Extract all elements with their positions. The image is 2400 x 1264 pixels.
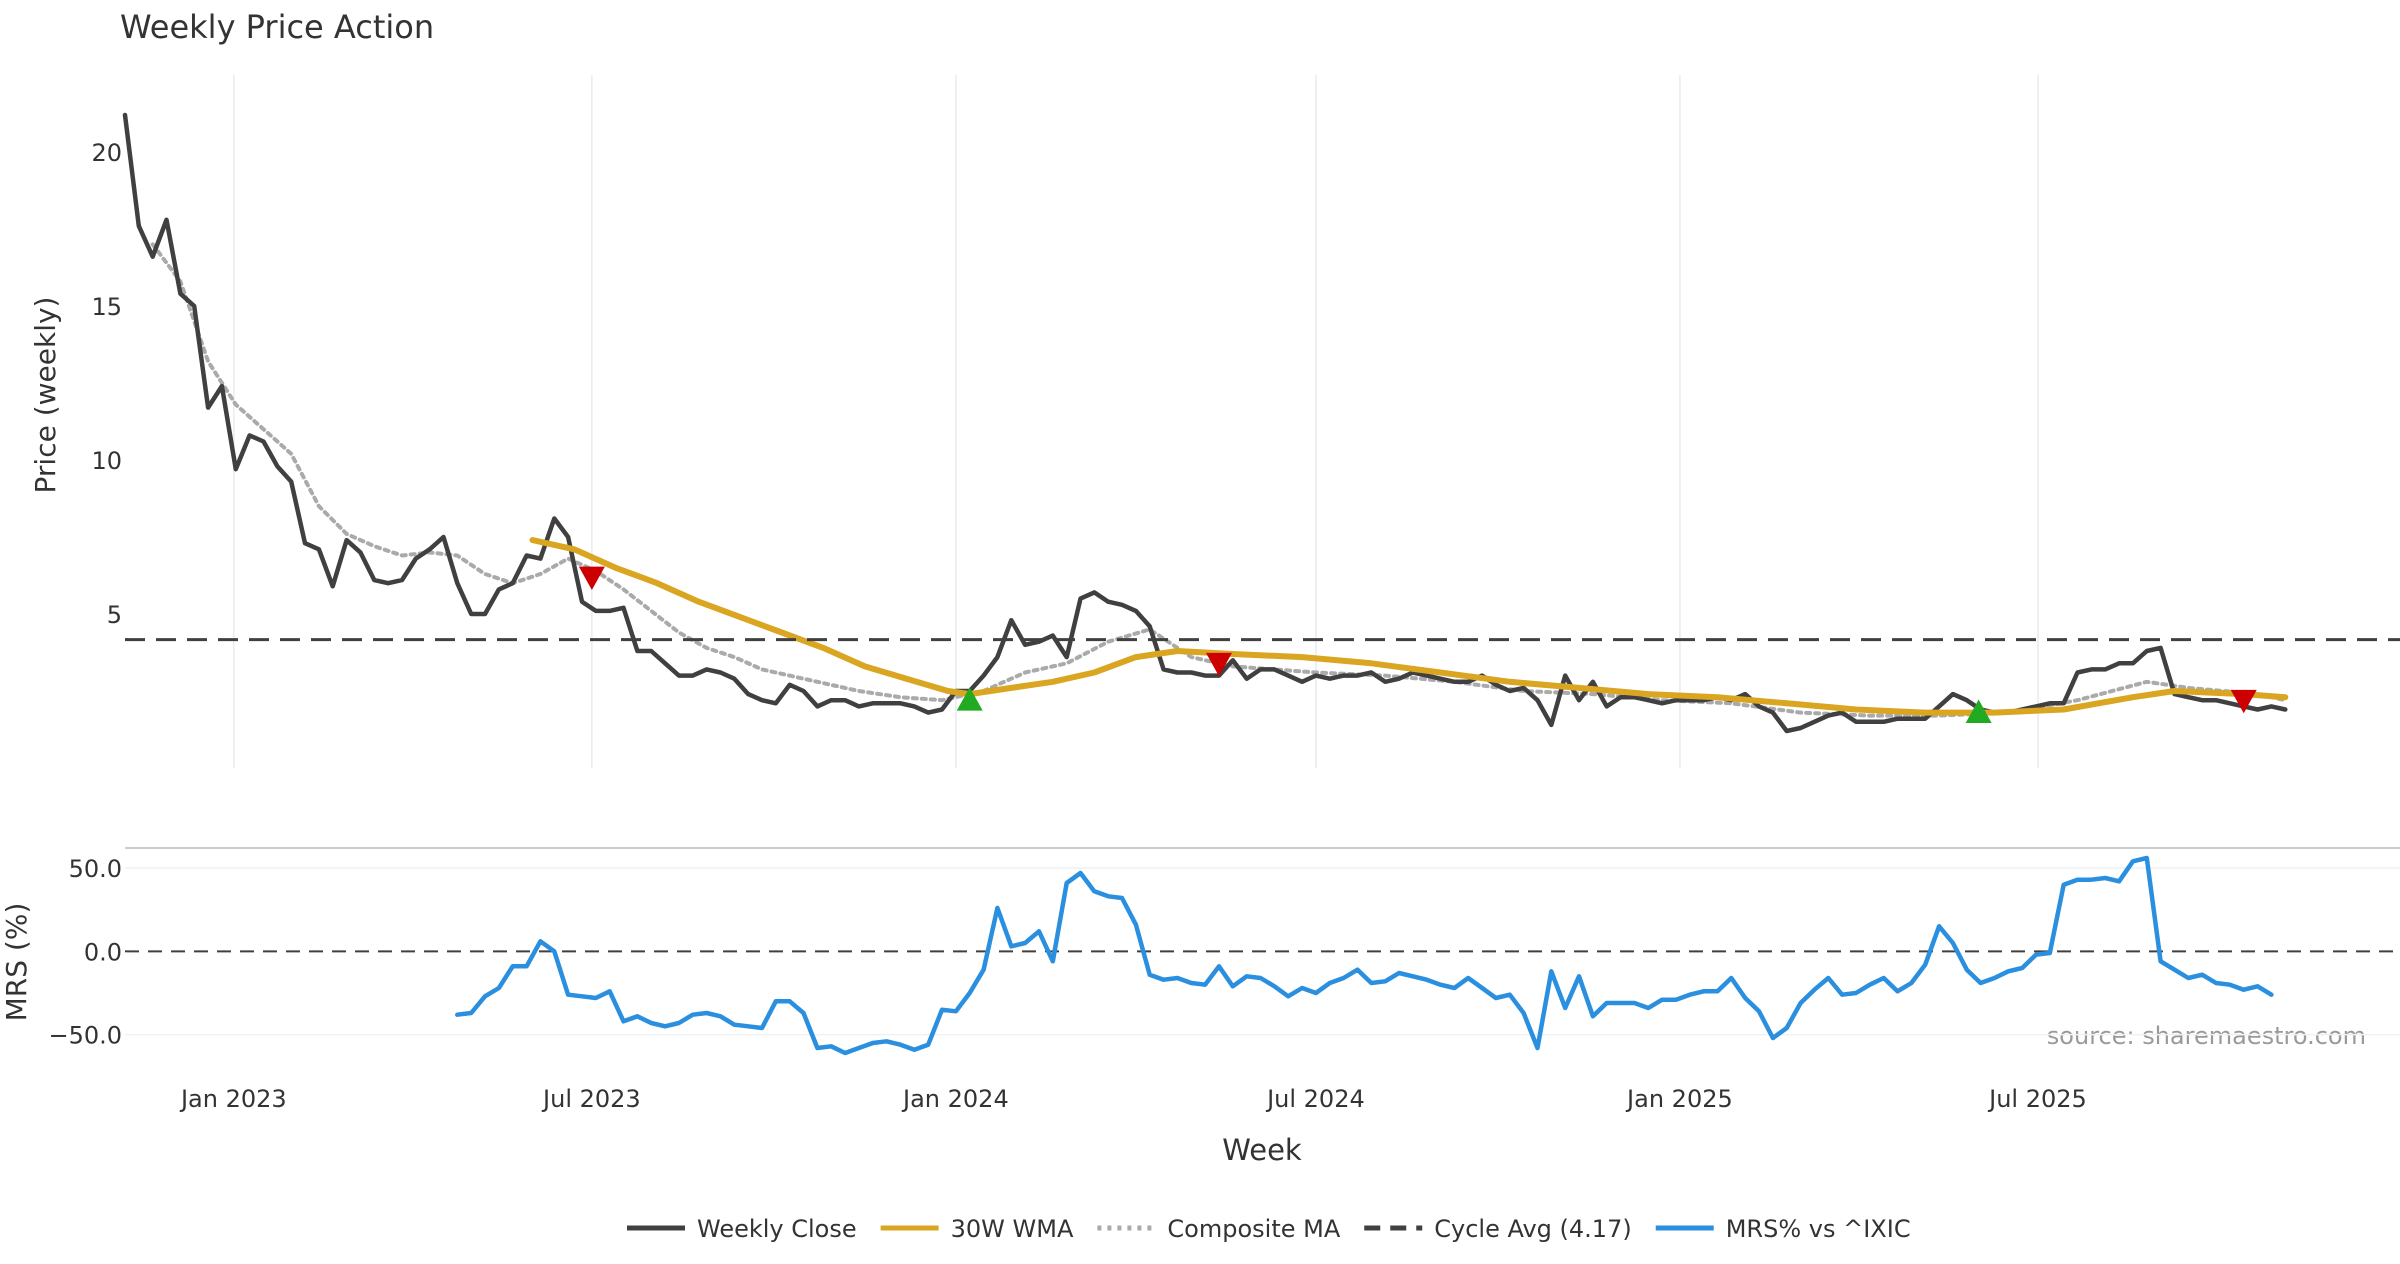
legend-label: 30W WMA bbox=[951, 1215, 1074, 1243]
mrs-tick-label: 50.0 bbox=[69, 855, 122, 883]
legend-label: Cycle Avg (4.17) bbox=[1434, 1215, 1631, 1243]
tick-layer: Jan 2023 Jul 2023 Jan 2024 Jul 2024 Jan 2025… bbox=[48, 139, 2086, 1113]
legend-label: Weekly Close bbox=[697, 1215, 857, 1243]
sell-signal-marker bbox=[1205, 652, 1232, 677]
legend-label: Composite MA bbox=[1167, 1215, 1340, 1243]
price-tick-label: 20 bbox=[91, 139, 122, 167]
mrs-axis-label: MRS (%) bbox=[0, 903, 33, 1022]
x-axis-label: Week bbox=[1222, 1133, 1302, 1167]
sell-signal-marker bbox=[578, 566, 605, 591]
x-tick-label: Jan 2024 bbox=[901, 1085, 1009, 1113]
source-annotation: source: sharemaestro.com bbox=[2047, 1022, 2366, 1050]
wma-30w-line bbox=[529, 537, 2289, 716]
grid-layer bbox=[125, 75, 2400, 1036]
sell-signal-marker bbox=[2230, 689, 2257, 714]
x-tick-label: Jul 2023 bbox=[541, 1085, 641, 1113]
x-tick-label: Jul 2025 bbox=[1987, 1085, 2087, 1113]
price-tick-label: 10 bbox=[91, 447, 122, 475]
x-tick-label: Jul 2024 bbox=[1265, 1085, 1365, 1113]
buy-signal-marker bbox=[956, 687, 983, 711]
x-tick-label: Jan 2023 bbox=[179, 1085, 287, 1113]
price-tick-label: 15 bbox=[91, 293, 122, 321]
legend: Weekly Close 30W WMA Composite MA Cycle Avg… bbox=[627, 1215, 1911, 1243]
mrs-line bbox=[455, 855, 2274, 1056]
series-layer bbox=[122, 112, 2400, 1056]
mrs-tick-label: −50.0 bbox=[48, 1022, 122, 1050]
price-tick-label: 5 bbox=[107, 601, 122, 629]
chart-title: Weekly Price Action bbox=[120, 8, 434, 46]
buy-signal-marker bbox=[1965, 699, 1992, 723]
legend-label: MRS% vs ^IXIC bbox=[1726, 1215, 1911, 1243]
composite-ma-line bbox=[150, 242, 2288, 718]
weekly-close-line bbox=[122, 112, 2288, 734]
mrs-tick-label: 0.0 bbox=[84, 938, 122, 966]
price-axis-label: Price (weekly) bbox=[29, 297, 62, 494]
x-tick-label: Jan 2025 bbox=[1625, 1085, 1733, 1113]
